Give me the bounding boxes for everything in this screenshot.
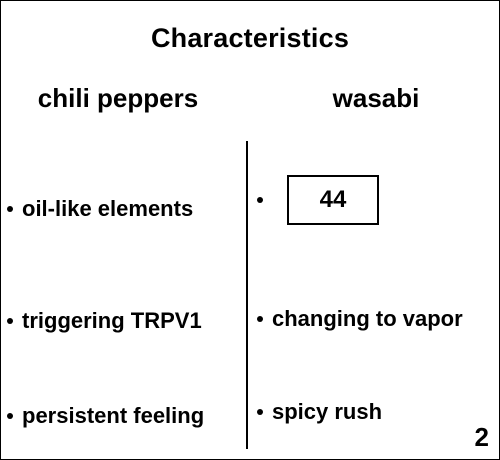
- list-item: changing to vapor: [257, 306, 463, 332]
- list-item: triggering TRPV1: [7, 308, 202, 334]
- bullet-icon: [7, 413, 13, 419]
- list-item-label: spicy rush: [272, 399, 383, 424]
- column-heading-chili-peppers: chili peppers: [37, 83, 199, 113]
- bullet-icon: [257, 197, 263, 203]
- list-item-label: persistent feeling: [22, 403, 205, 428]
- list-item: oil-like elements: [7, 196, 193, 222]
- column-divider: [246, 141, 248, 449]
- list-item-label: changing to vapor: [272, 306, 463, 331]
- bullet-icon: [257, 316, 263, 322]
- column-heading-wasabi: wasabi: [332, 83, 420, 113]
- bullet-icon: [7, 318, 13, 324]
- list-item: 44: [257, 175, 379, 225]
- diagram-title: Characteristics: [150, 23, 350, 53]
- answer-box: 44: [287, 175, 379, 225]
- list-item-label: triggering TRPV1: [22, 308, 202, 333]
- page-number: 2: [474, 422, 489, 452]
- list-item-label: oil-like elements: [22, 196, 194, 221]
- bullet-icon: [257, 409, 263, 415]
- list-item: persistent feeling: [7, 403, 204, 429]
- list-item: spicy rush: [257, 399, 382, 425]
- bullet-icon: [7, 206, 13, 212]
